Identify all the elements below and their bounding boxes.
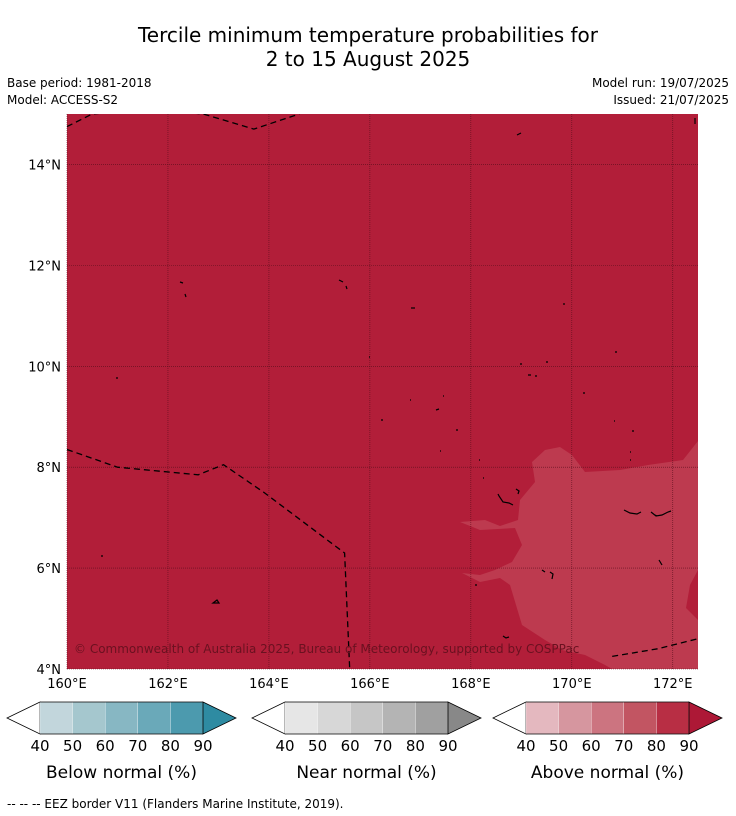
colorbar-tick-label: 80 [161, 737, 180, 755]
colorbar-segment [105, 701, 138, 735]
colorbar-tick-label: 50 [308, 737, 327, 755]
colorbar-segment [656, 701, 690, 735]
eez-border-line [67, 448, 351, 669]
eez-borders [67, 114, 698, 669]
model-run-date: Model run: 19/07/2025 [591, 76, 729, 90]
copyright-text: © Commonwealth of Australia 2025, Bureau… [74, 642, 579, 656]
lon-tick-label: 166°E [350, 677, 390, 692]
colorbar-segment [72, 701, 106, 735]
lat-tick-label: 14°N [28, 158, 61, 173]
colorbar-tick-label: 80 [406, 737, 425, 755]
probability-patch [460, 441, 698, 669]
colorbar-over-arrow [447, 701, 482, 735]
colorbar-tick-label: 90 [193, 737, 212, 755]
colorbar-segment [382, 701, 416, 735]
colorbar-label: Near normal (%) [296, 763, 436, 783]
base-period: Base period: 1981-2018 [7, 76, 152, 90]
lat-tick-label: 6°N [37, 562, 62, 577]
colorbar-tick-label: 90 [438, 737, 457, 755]
colorbar-under-arrow [492, 701, 527, 735]
colorbar-tick-label: 40 [516, 737, 535, 755]
colorbar-label: Below normal (%) [46, 763, 197, 783]
colorbar-tick-label: 40 [275, 737, 294, 755]
colorbar-tick-label: 50 [63, 737, 82, 755]
issued-date: Issued: 21/07/2025 [613, 93, 729, 107]
lon-tick-label: 170°E [552, 677, 592, 692]
colorbar-segment [591, 701, 624, 735]
colorbar-segment [39, 701, 73, 735]
colorbar-above-normal: 40 50 60 70 80 90 Above normal (%) [492, 701, 723, 783]
colorbar-over-arrow [202, 701, 237, 735]
colorbar-legends: 40 50 60 70 80 90 Below normal (%) 40 50 60 70 80 90… [6, 701, 723, 783]
colorbar-tick-label: 70 [128, 737, 147, 755]
colorbar-tick-label: 50 [549, 737, 568, 755]
colorbar-below-normal: 40 50 60 70 80 90 Below normal (%) [6, 701, 237, 783]
lon-tick-label: 168°E [451, 677, 491, 692]
islands [101, 118, 696, 639]
lon-tick-label: 172°E [653, 677, 693, 692]
colorbar-outline [40, 701, 203, 735]
colorbar-tick-label: 60 [341, 737, 360, 755]
latitude-labels: 4°N 6°N 8°N 10°N 12°N 14°N [28, 158, 61, 678]
colorbar-under-arrow [6, 701, 41, 735]
colorbar-tick-label: 80 [647, 737, 666, 755]
lon-tick-label: 160°E [47, 677, 87, 692]
colorbar-under-arrow [251, 701, 286, 735]
colorbar-tick-label: 40 [30, 737, 49, 755]
colorbar-outline [285, 701, 448, 735]
colorbar-label: Above normal (%) [531, 763, 684, 783]
colorbar-over-arrow [688, 701, 723, 735]
map-title-line-2: 2 to 15 August 2025 [265, 47, 471, 71]
map-title-line-1: Tercile minimum temperature probabilitie… [137, 23, 599, 47]
lon-tick-label: 164°E [249, 677, 289, 692]
colorbar-segment [350, 701, 383, 735]
eez-footnote: -- -- -- EEZ border V11 (Flanders Marine… [7, 797, 344, 811]
eez-border-line [67, 114, 300, 130]
colorbar-segment [558, 701, 592, 735]
colorbar-segment [525, 701, 559, 735]
colorbar-tick-label: 70 [614, 737, 633, 755]
lon-tick-label: 162°E [148, 677, 188, 692]
colorbar-segment [170, 701, 204, 735]
colorbar-segment [623, 701, 657, 735]
gridlines [66, 114, 698, 670]
colorbar-segment [284, 701, 318, 735]
lat-tick-label: 10°N [28, 360, 61, 375]
colorbar-segment [137, 701, 171, 735]
model-name: Model: ACCESS-S2 [7, 93, 119, 107]
eez-border-line [612, 638, 698, 658]
colorbar-tick-label: 70 [373, 737, 392, 755]
colorbar-segment [317, 701, 351, 735]
colorbar-segment [415, 701, 449, 735]
lat-tick-label: 8°N [37, 461, 62, 476]
longitude-labels: 160°E 162°E 164°E 166°E 168°E 170°E 172°E [47, 677, 692, 692]
lat-tick-label: 4°N [37, 663, 62, 678]
colorbar-tick-label: 60 [582, 737, 601, 755]
colorbar-tick-label: 60 [96, 737, 115, 755]
colorbar-outline [526, 701, 689, 735]
colorbar-tick-label: 90 [679, 737, 698, 755]
lat-tick-label: 12°N [28, 259, 61, 274]
